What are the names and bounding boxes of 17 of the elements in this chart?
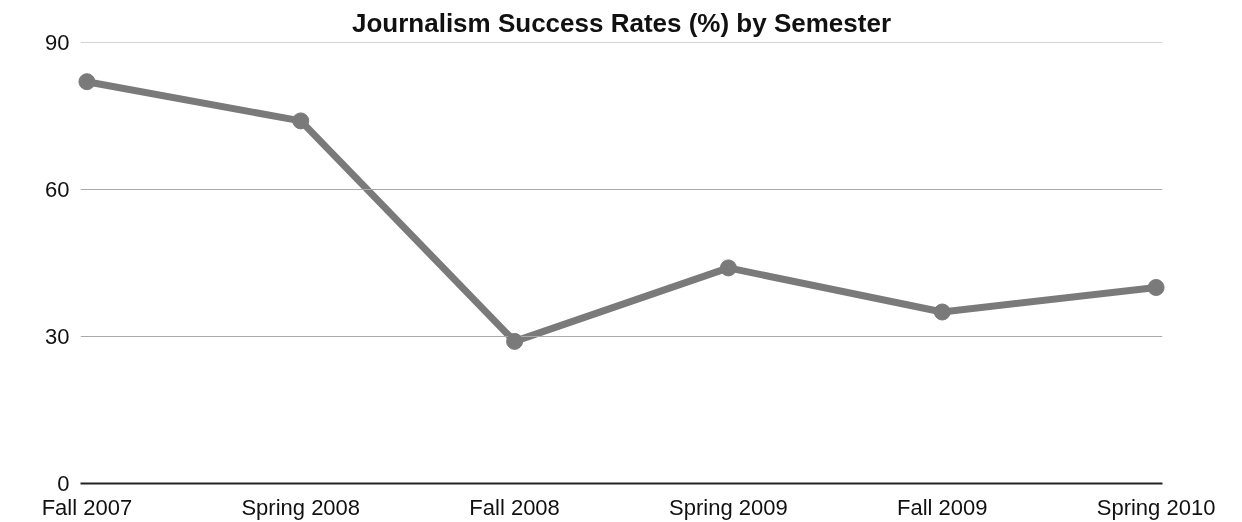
x-tick-label: Fall 2008 xyxy=(469,494,560,520)
y-tick-label: 90 xyxy=(45,30,70,55)
chart-title: Journalism Success Rates (%) by Semester xyxy=(351,7,892,38)
x-tick-label: Fall 2007 xyxy=(41,494,133,520)
y-tick-label: 0 xyxy=(57,471,70,496)
point xyxy=(292,112,310,130)
point xyxy=(78,73,96,91)
x-tick-label: Spring 2008 xyxy=(241,494,361,520)
y-tick-label: 30 xyxy=(45,324,70,349)
point xyxy=(1147,279,1165,296)
point xyxy=(933,303,951,321)
x-tick-label: Spring 2009 xyxy=(669,494,788,520)
point xyxy=(506,332,524,350)
y-tick-label: 60 xyxy=(45,177,70,202)
x-tick-label: Fall 2009 xyxy=(897,494,988,520)
x-tick-label: Spring 2010 xyxy=(1096,494,1216,520)
point xyxy=(719,259,737,277)
